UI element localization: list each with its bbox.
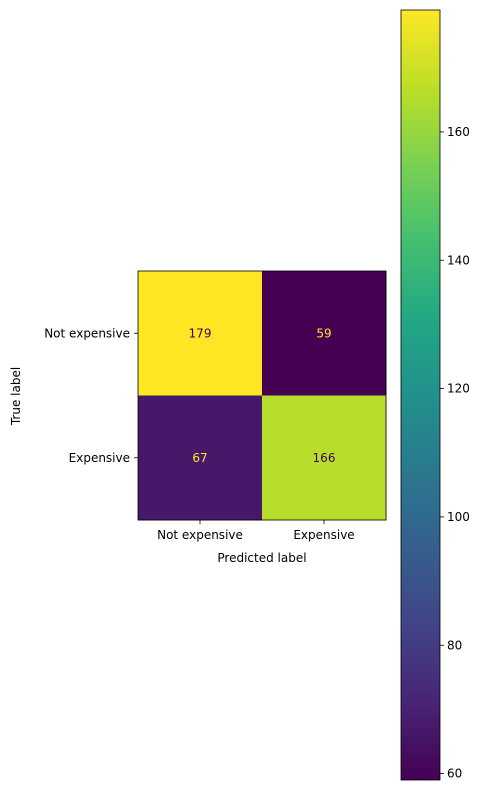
y-axis: Not expensive Expensive: [44, 326, 138, 465]
matrix-cell: [138, 271, 263, 396]
y-tick-label: Not expensive: [44, 326, 130, 340]
colorbar-tick-label: 120: [447, 382, 470, 396]
y-tick-label: Expensive: [69, 451, 130, 465]
colorbar: [400, 9, 441, 781]
cell-value-label: 59: [316, 326, 331, 340]
matrix-cell: [262, 395, 387, 521]
matrix-cell: [138, 395, 263, 521]
colorbar-ticks: 60 80 100 120 140 160: [440, 125, 470, 781]
y-axis-title: True label: [9, 367, 23, 426]
colorbar-tick-label: 60: [447, 767, 462, 781]
cell-value-label: 179: [189, 326, 212, 340]
x-axis-title: Predicted label: [217, 551, 306, 565]
colorbar-tick-label: 140: [447, 253, 470, 267]
matrix-frame: [137, 270, 387, 521]
matrix-cells: [138, 271, 387, 521]
cell-value-label: 166: [313, 451, 336, 465]
matrix-cell: [262, 271, 387, 396]
colorbar-tick-label: 80: [447, 638, 462, 652]
cell-value-label: 67: [192, 451, 207, 465]
colorbar-tick-label: 160: [447, 125, 470, 139]
x-tick-label: Expensive: [293, 528, 354, 542]
colorbar-tick-label: 100: [447, 510, 470, 524]
x-axis: Not expensive Expensive: [157, 520, 355, 542]
cell-value-labels: 179 59 67 166: [189, 326, 336, 465]
x-tick-label: Not expensive: [157, 528, 243, 542]
